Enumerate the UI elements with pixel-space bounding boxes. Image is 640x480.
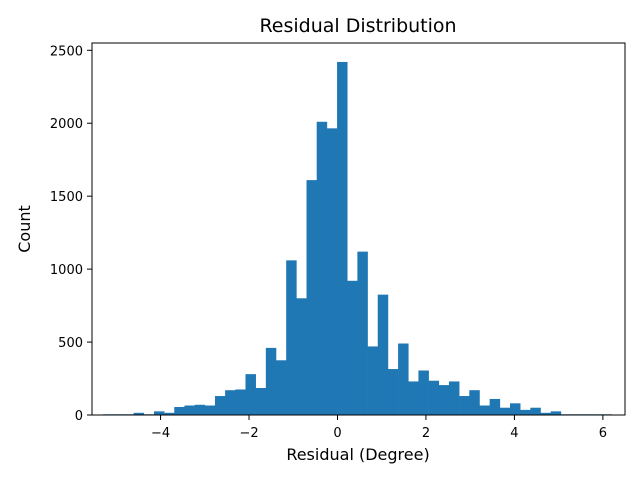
histogram-bar [286,260,297,415]
histogram-bar [133,412,145,415]
histogram-bar [438,385,450,415]
histogram-bar [387,369,399,415]
histogram-bar [540,412,551,415]
histogram-bar [530,407,541,415]
histogram-bar [479,405,490,415]
histogram-bar [367,346,379,415]
plot-frame [91,42,626,416]
histogram-bar [316,121,328,415]
histogram-bar [306,180,317,415]
histogram-bar [164,412,175,415]
bar-series [103,61,613,416]
histogram-bar [428,380,440,415]
histogram-bar [377,294,389,415]
x-tick-label: −2 [239,426,258,441]
x-axis: −4 −2 0 2 4 6 [151,415,607,441]
histogram-bar [357,251,368,415]
histogram-bar [265,347,277,415]
histogram-bar [214,396,226,415]
histogram-bar [408,381,419,415]
histogram-bar [153,411,165,415]
histogram-bar [448,381,460,415]
y-axis: 0 500 1000 1500 2000 2500 [50,44,92,424]
histogram-bar [550,411,562,415]
y-tick-label: 1000 [50,263,83,278]
y-tick-label: 1500 [50,190,83,205]
histogram-bar [235,389,246,415]
histogram-bar [520,409,531,415]
histogram-bar [469,390,480,415]
y-tick-label: 2500 [50,44,83,59]
histogram-bar [184,405,195,415]
histogram-bar [398,343,409,415]
x-axis-title: Residual (Degree) [286,445,429,464]
histogram-bar [499,407,511,415]
histogram-bar [418,370,429,415]
histogram-bar [194,404,206,415]
histogram-bar [459,396,470,415]
histogram-bar [337,61,348,416]
histogram-bar [326,128,338,415]
histogram-bar [276,360,287,415]
histogram-bar [296,298,307,415]
y-tick-label: 500 [58,336,83,351]
x-tick-label: 4 [510,426,518,441]
histogram-bar [174,406,185,415]
x-tick-label: 6 [599,426,607,441]
y-tick-label: 2000 [50,117,83,132]
y-tick-label: 0 [75,409,83,424]
histogram-bar [347,280,358,415]
x-tick-label: 2 [422,426,430,441]
y-axis-title: Count [15,205,34,253]
histogram-bar [225,390,236,415]
histogram-bar [255,388,267,415]
histogram-bar [245,374,256,415]
chart-title: Residual Distribution [259,15,456,37]
histogram-bar [510,403,521,415]
x-tick-label: −4 [151,426,170,441]
x-tick-label: 0 [333,426,341,441]
histogram-bar [489,398,501,415]
histogram-bar [204,405,216,415]
